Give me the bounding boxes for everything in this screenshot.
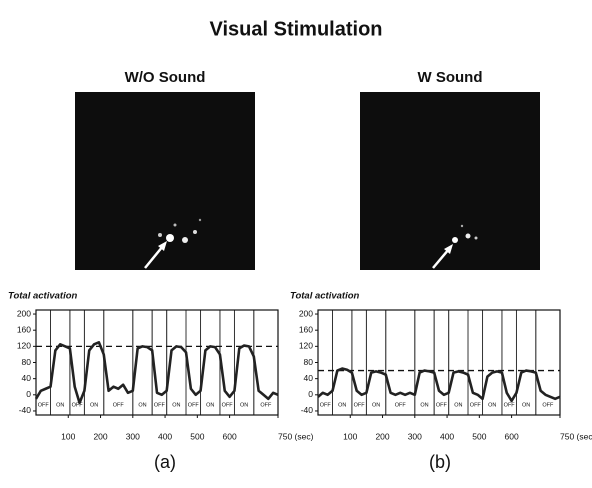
block-label: ON [90,402,98,408]
image-caption: W Sound [418,69,483,86]
stimulus-block [414,309,435,416]
y-tick-label: 0 [26,389,31,399]
stimulus-block [482,309,503,416]
block-label: OFF [436,402,448,408]
y-tick-label: 160 [17,324,31,334]
y-tick-label: 160 [299,324,313,334]
block-label: OFF [154,402,166,408]
x-tick-label: 300 [126,431,140,441]
brain-image-a [75,92,255,270]
block-label: OFF [72,402,84,408]
block-label: OFF [113,402,125,408]
x-tick-label: 200 [93,431,107,441]
chart-title: Total activation [290,291,360,302]
y-tick-label: 120 [17,341,31,351]
activation-line [317,367,561,403]
activation-line [34,341,279,405]
block-label: ON [138,402,146,408]
block-label: ON [56,402,64,408]
x-tick-label: 100 [61,431,75,441]
x-tick-label: 400 [440,431,454,441]
x-tick-label: 600 [223,431,237,441]
y-tick-label: -40 [301,405,314,415]
block-label: ON [172,402,180,408]
block-label: OFF [38,402,50,408]
block-label: OFF [504,402,516,408]
block-label: ON [372,402,380,408]
panel-label: (a) [154,452,176,472]
panel-label: (b) [429,452,451,472]
block-label: OFF [470,402,482,408]
block-label: ON [454,402,462,408]
block-label: ON [338,402,346,408]
y-tick-label: 80 [22,357,32,367]
y-tick-label: -40 [19,405,32,415]
x-tick-label: 500 [472,431,486,441]
plot-frame [317,309,561,416]
stimulus-block [103,309,134,416]
block-label: OFF [542,402,554,408]
y-tick-label: 40 [22,373,32,383]
y-tick-label: 200 [299,308,313,318]
block-label: ON [420,402,428,408]
block-label: ON [522,402,530,408]
x-tick-label: 200 [375,431,389,441]
x-tick-label: 750 (sec) [278,431,314,441]
block-label: OFF [320,402,332,408]
block-label: OFF [188,402,200,408]
block-label: ON [206,402,214,408]
stimulus-block [515,309,537,416]
stimulus-block [253,309,279,416]
figure-title: Visual Stimulation [210,18,383,40]
stimulus-block [332,309,353,416]
stimulus-block [433,309,450,416]
stimulus-block [365,309,387,416]
block-label: OFF [395,402,407,408]
stimulus-block [317,309,333,416]
block-label: ON [488,402,496,408]
stimulus-block [35,309,51,416]
image-caption: W/O Sound [125,69,206,86]
x-tick-label: 300 [408,431,422,441]
x-tick-label: 500 [190,431,204,441]
y-tick-label: 200 [17,308,31,318]
chart-title: Total activation [8,291,78,302]
stimulus-block [448,309,469,416]
stimulus-block [467,309,484,416]
block-label: OFF [222,402,234,408]
stimulus-block [351,309,367,416]
x-tick-label: 750 (sec) [560,431,592,441]
brain-image-b [360,92,540,270]
block-label: OFF [260,402,272,408]
block-label: OFF [354,402,366,408]
y-tick-label: 120 [299,341,313,351]
x-tick-label: 600 [505,431,519,441]
block-label: ON [240,402,248,408]
y-tick-label: 40 [304,373,314,383]
x-tick-label: 400 [158,431,172,441]
y-tick-label: 0 [308,389,313,399]
y-tick-label: 80 [304,357,314,367]
stimulus-block [385,309,416,416]
x-tick-label: 100 [343,431,357,441]
